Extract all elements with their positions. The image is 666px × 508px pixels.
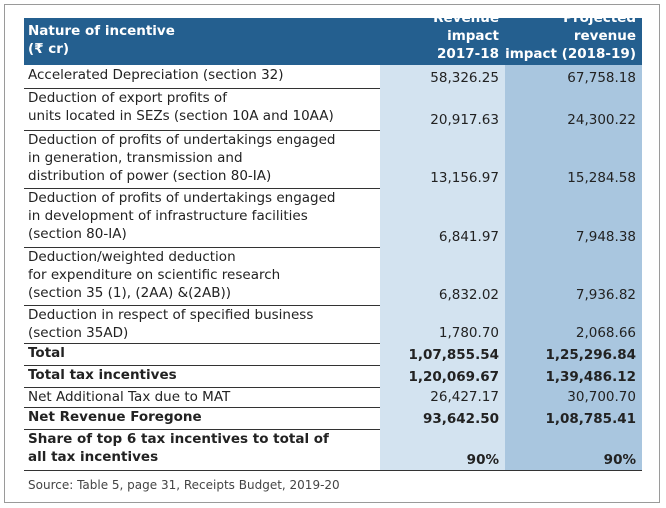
column-shade (380, 387, 505, 407)
row-rule (24, 305, 642, 306)
row-value: 24,300.22 (567, 112, 636, 128)
row-value: 93,642.50 (422, 411, 499, 427)
row-value: 20,917.63 (430, 112, 499, 128)
row-value: 6,841.97 (438, 229, 499, 245)
column-shade (380, 305, 505, 343)
row-value: 30,700.70 (567, 389, 636, 405)
column-shade (505, 407, 642, 429)
row-rule (24, 188, 642, 189)
row-label: Deduction in respect of specified busine… (24, 306, 380, 342)
column-shade (380, 429, 505, 470)
header-label: Nature of incentive (₹ cr) (24, 22, 380, 58)
row-value: 7,936.82 (575, 287, 636, 303)
row-rule (24, 407, 642, 408)
row-label: Deduction/weighted deduction for expendit… (24, 248, 380, 302)
text-line: Net Revenue Foregone (28, 409, 202, 425)
text-line: units located in SEZs (section 10A and 1… (28, 108, 334, 124)
row-rule (24, 130, 642, 131)
row-value: 90% (466, 452, 499, 468)
frame (4, 4, 660, 503)
column-shade (505, 305, 642, 343)
column-shade (380, 407, 505, 429)
text-line: Projected revenue (563, 10, 636, 44)
text-line: Revenue impact (433, 10, 499, 44)
text-line: (section 35AD) (28, 325, 129, 341)
column-shade (505, 130, 642, 188)
column-shade (380, 343, 505, 365)
text-line: Total (28, 345, 65, 361)
row-label: Deduction of export profits of units loca… (24, 89, 380, 125)
text-line: for expenditure on scientific research (28, 267, 281, 283)
row-label: Deduction of profits of undertakings eng… (24, 131, 380, 185)
column-shade (505, 387, 642, 407)
column-shade (380, 65, 505, 88)
text-line: all tax incentives (28, 449, 159, 465)
row-value: 1,25,296.84 (545, 347, 636, 363)
column-shade (505, 65, 642, 88)
row-rule (24, 247, 642, 248)
row-value: 1,08,785.41 (545, 411, 636, 427)
row-label: Accelerated Depreciation (section 32) (24, 66, 380, 84)
text-line: (section 35 (1), (2AA) &(2AB)) (28, 285, 232, 301)
column-shade (380, 88, 505, 130)
text-line: Deduction/weighted deduction (28, 249, 236, 265)
row-value: 1,20,069.67 (408, 369, 499, 385)
row-label: Deduction of profits of undertakings eng… (24, 189, 380, 243)
text-line: in development of infrastructure facilit… (28, 208, 308, 224)
row-value: 1,780.70 (438, 325, 499, 341)
column-shade (505, 88, 642, 130)
column-shade (505, 429, 642, 470)
column-shade (505, 188, 642, 247)
row-value: 15,284.58 (567, 170, 636, 186)
row-value: 2,068.66 (575, 325, 636, 341)
column-shade (505, 365, 642, 387)
row-label: Total tax incentives (24, 366, 380, 384)
row-value: 67,758.18 (567, 70, 636, 86)
row-value: 90% (603, 452, 636, 468)
header-column: Projected revenue impact (2018-19) (505, 10, 642, 63)
row-rule (24, 470, 642, 471)
row-value: 13,156.97 (430, 170, 499, 186)
row-rule (24, 429, 642, 430)
row-value: 6,832.02 (438, 287, 499, 303)
text-line: Share of top 6 tax incentives to total o… (28, 431, 329, 447)
row-value: 1,39,486.12 (545, 369, 636, 385)
text-line: 2017-18 (437, 46, 499, 62)
text-line: (₹ cr) (28, 41, 70, 57)
text-line: Nature of incentive (28, 23, 175, 39)
header-band (24, 18, 642, 65)
column-shade (380, 247, 505, 305)
header-column: Revenue impact 2017-18 (380, 10, 505, 63)
text-line: Deduction of profits of undertakings eng… (28, 190, 336, 206)
row-label: Share of top 6 tax incentives to total o… (24, 430, 380, 466)
text-line: impact (2018-19) (505, 46, 636, 62)
column-shade (380, 365, 505, 387)
text-line: in generation, transmission and (28, 150, 243, 166)
row-value: 26,427.17 (430, 389, 499, 405)
column-shade (505, 343, 642, 365)
text-line: Deduction in respect of specified busine… (28, 307, 314, 323)
row-rule (24, 343, 642, 344)
row-label: Net Revenue Foregone (24, 408, 380, 426)
text-line: (section 80-IA) (28, 226, 127, 242)
column-shade (505, 247, 642, 305)
text-line: distribution of power (section 80-IA) (28, 168, 272, 184)
text-line: Deduction of export profits of (28, 90, 227, 106)
row-rule (24, 365, 642, 366)
row-label: Net Additional Tax due to MAT (24, 388, 380, 406)
column-shade (380, 188, 505, 247)
row-rule (24, 387, 642, 388)
row-value: 1,07,855.54 (408, 347, 499, 363)
column-shade (380, 130, 505, 188)
source-note: Source: Table 5, page 31, Receipts Budge… (28, 478, 340, 492)
text-line: Deduction of profits of undertakings eng… (28, 132, 336, 148)
row-label: Total (24, 344, 380, 362)
row-rule (24, 88, 642, 89)
row-value: 7,948.38 (575, 229, 636, 245)
text-line: Total tax incentives (28, 367, 177, 383)
row-value: 58,326.25 (430, 70, 499, 86)
text-line: Net Additional Tax due to MAT (28, 389, 231, 405)
text-line: Accelerated Depreciation (section 32) (28, 67, 284, 83)
